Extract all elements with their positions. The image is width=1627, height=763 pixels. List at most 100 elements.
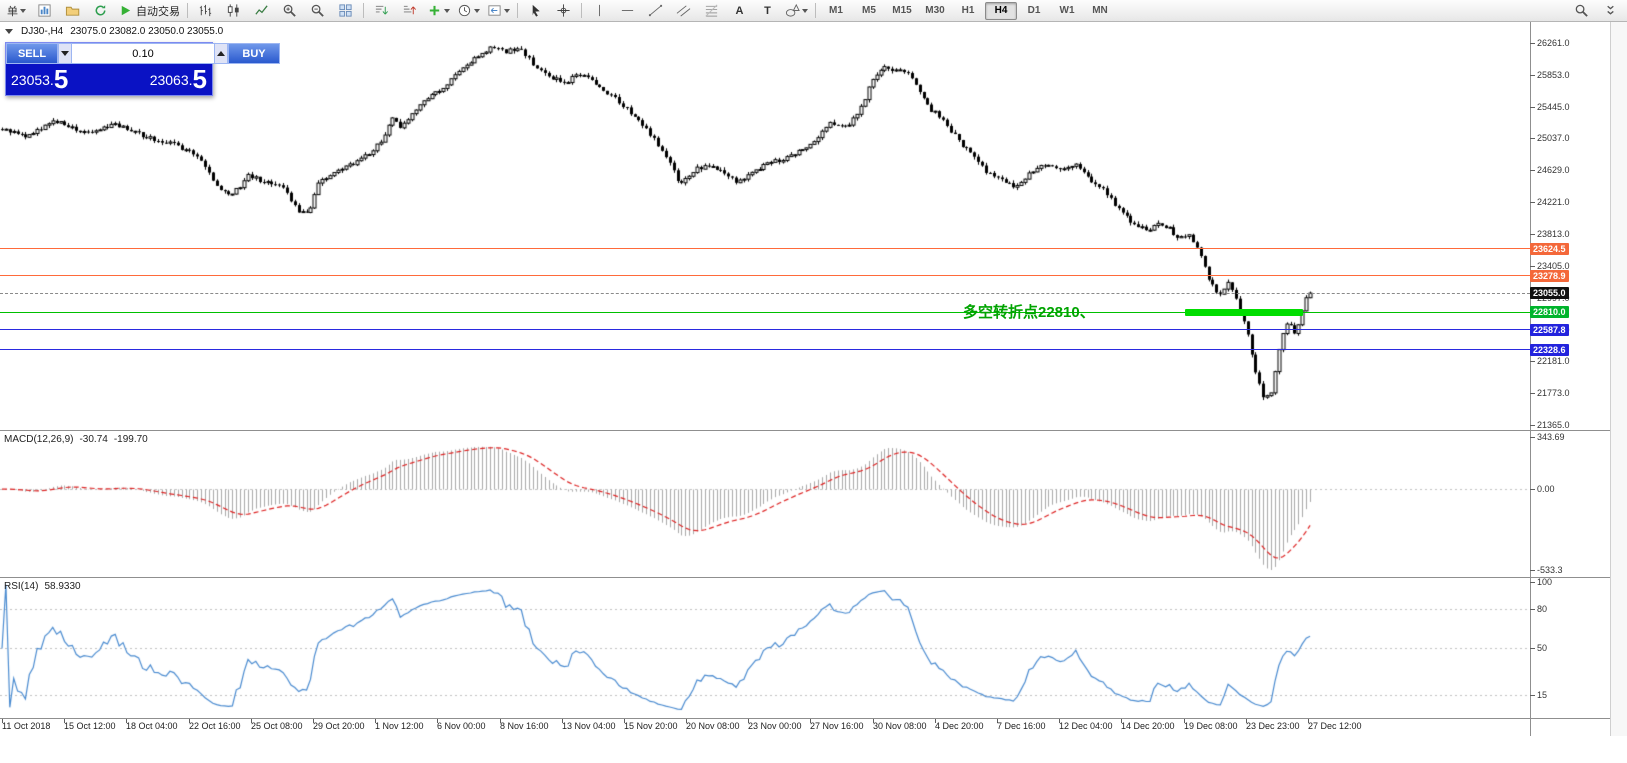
zoom-in-button[interactable] bbox=[276, 1, 303, 21]
search-button[interactable] bbox=[1568, 1, 1595, 21]
buy-button[interactable]: BUY bbox=[228, 43, 280, 64]
time-axis-label: 20 Nov 08:00 bbox=[686, 721, 740, 731]
rsi-panel-divider[interactable] bbox=[0, 577, 1610, 578]
chart-annotation-text[interactable]: 多空转折点22810、 bbox=[963, 304, 1095, 321]
ohlc-values: 23075.0 23082.0 23050.0 23055.0 bbox=[70, 26, 224, 37]
horizontal-line-tool-button[interactable] bbox=[614, 1, 641, 21]
dropdown-caret-icon bbox=[474, 8, 480, 13]
timeframe-d1-button[interactable]: D1 bbox=[1027, 5, 1041, 16]
timeframe-mn-button[interactable]: MN bbox=[1092, 5, 1108, 16]
time-axis-label: 19 Dec 08:00 bbox=[1184, 721, 1238, 731]
time-axis-label: 11 Oct 2018 bbox=[2, 721, 51, 731]
time-axis-label: 23 Nov 00:00 bbox=[748, 721, 802, 731]
auto-arrange-button[interactable] bbox=[368, 1, 395, 21]
zoom-out-button[interactable] bbox=[304, 1, 331, 21]
volume-increase-button[interactable] bbox=[214, 43, 228, 64]
channel-tool-button[interactable] bbox=[670, 1, 697, 21]
horizontal-line-icon bbox=[620, 3, 635, 18]
label-tool-label: T bbox=[764, 4, 771, 17]
refresh-button[interactable] bbox=[87, 1, 114, 21]
time-axis-label: 30 Nov 08:00 bbox=[873, 721, 927, 731]
line-chart-mode-button[interactable] bbox=[248, 1, 275, 21]
time-tick-mark bbox=[624, 719, 625, 723]
time-tick-mark bbox=[935, 719, 936, 723]
time-tick-mark bbox=[748, 719, 749, 723]
time-tick-mark bbox=[686, 719, 687, 723]
time-tick-mark bbox=[251, 719, 252, 723]
new-chart-button[interactable] bbox=[31, 1, 58, 21]
profiles-button[interactable] bbox=[59, 1, 86, 21]
time-tick-mark bbox=[810, 719, 811, 723]
timeframe-h1-button[interactable]: H1 bbox=[961, 5, 975, 16]
macd-value-1: -30.74 bbox=[79, 434, 108, 445]
cursor-tool-button[interactable] bbox=[522, 1, 549, 21]
volume-decrease-button[interactable] bbox=[58, 43, 72, 64]
time-axis-label: 12 Dec 04:00 bbox=[1059, 721, 1113, 731]
time-tick-mark bbox=[126, 719, 127, 723]
timeframe-m15-button[interactable]: M15 bbox=[892, 5, 912, 16]
trendline-tool-button[interactable] bbox=[642, 1, 669, 21]
trendline-icon bbox=[648, 3, 663, 18]
tile-windows-icon bbox=[338, 3, 353, 18]
time-tick-mark bbox=[437, 719, 438, 723]
indicators-button[interactable] bbox=[424, 1, 453, 21]
new-chart-icon bbox=[37, 3, 52, 18]
tile-windows-button[interactable] bbox=[332, 1, 359, 21]
templates-button[interactable] bbox=[484, 1, 513, 21]
chart-header: DJ30-,H4 23075.0 23082.0 23050.0 23055.0 bbox=[5, 26, 223, 37]
text-tool-label: A bbox=[735, 4, 744, 17]
timeframe-m5-button[interactable]: M5 bbox=[862, 5, 876, 16]
timeframe-w1-button[interactable]: W1 bbox=[1059, 5, 1075, 16]
crosshair-tool-button[interactable] bbox=[550, 1, 577, 21]
text-tool-button[interactable]: A bbox=[726, 1, 753, 21]
macd-panel-divider[interactable] bbox=[0, 430, 1610, 431]
main-chart-canvas[interactable] bbox=[0, 22, 1530, 430]
buy-price-main: 23063. bbox=[149, 72, 193, 88]
time-axis-label: 18 Oct 04:00 bbox=[126, 721, 178, 731]
time-tick-mark bbox=[1246, 719, 1247, 723]
price-tick-label: 24629.0 bbox=[1537, 165, 1570, 175]
one-click-toggle-icon[interactable] bbox=[5, 29, 13, 34]
play-icon bbox=[118, 3, 133, 18]
fibonacci-tool-button[interactable] bbox=[698, 1, 725, 21]
macd-header: MACD(12,26,9) -30.74 -199.70 bbox=[4, 434, 148, 445]
price-level-badge: 23278.9 bbox=[1530, 270, 1569, 282]
sell-price[interactable]: 23053. 5 bbox=[11, 66, 68, 92]
time-axis-label: 27 Nov 16:00 bbox=[810, 721, 864, 731]
bar-chart-mode-button[interactable] bbox=[192, 1, 219, 21]
autotrading-button[interactable]: 自动交易 bbox=[115, 1, 183, 21]
vertical-line-tool-button[interactable] bbox=[586, 1, 613, 21]
periods-button[interactable] bbox=[454, 1, 483, 21]
timeframe-m1-button[interactable]: M1 bbox=[829, 5, 843, 16]
macd-panel-canvas[interactable] bbox=[0, 430, 1530, 577]
time-tick-mark bbox=[1184, 719, 1185, 723]
chart-shift-toggle-button[interactable] bbox=[396, 1, 423, 21]
candlestick-mode-button[interactable] bbox=[220, 1, 247, 21]
timeframe-m30-button[interactable]: M30 bbox=[925, 5, 945, 16]
overflow-chevrons-icon bbox=[1603, 3, 1618, 18]
buy-price[interactable]: 23063. 5 bbox=[150, 66, 207, 92]
cursor-icon bbox=[528, 3, 543, 18]
right-edge-strip bbox=[1610, 22, 1627, 736]
fibonacci-icon bbox=[704, 3, 719, 18]
price-level-badge: 22328.6 bbox=[1530, 344, 1569, 356]
rsi-panel-canvas[interactable] bbox=[0, 577, 1530, 718]
time-axis-label: 27 Dec 12:00 bbox=[1308, 721, 1362, 731]
volume-input[interactable] bbox=[72, 43, 214, 64]
time-tick-mark bbox=[375, 719, 376, 723]
time-tick-mark bbox=[313, 719, 314, 723]
shapes-tool-button[interactable] bbox=[782, 1, 811, 21]
time-axis-label: 1 Nov 12:00 bbox=[375, 721, 424, 731]
timeframe-h4-button[interactable]: H4 bbox=[985, 1, 1017, 20]
buy-price-big-digit: 5 bbox=[192, 64, 207, 94]
arrange-descending-icon bbox=[402, 3, 417, 18]
price-level-badge: 23624.5 bbox=[1530, 243, 1569, 255]
price-level-badge: 23055.0 bbox=[1530, 287, 1569, 299]
price-tick-label: 25445.0 bbox=[1537, 102, 1570, 112]
sell-button[interactable]: SELL bbox=[6, 43, 58, 64]
order-menu-button[interactable]: 单 bbox=[3, 1, 30, 21]
candlestick-icon bbox=[226, 3, 241, 18]
toolbar-overflow-button[interactable] bbox=[1597, 1, 1624, 21]
text-label-tool-button[interactable]: T bbox=[754, 1, 781, 21]
toolbar-separator bbox=[363, 3, 364, 18]
